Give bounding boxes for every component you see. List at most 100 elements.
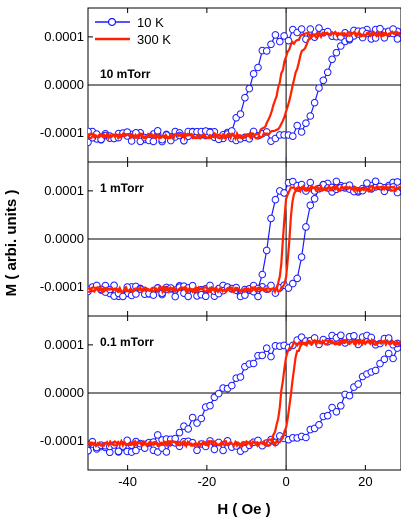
data-point [384,349,393,358]
legend-label: 10 K [137,15,164,30]
data-point [132,290,140,298]
data-point [306,178,315,187]
data-point [193,419,201,427]
y-tick-label: -0.0001 [40,125,84,140]
plot-area [88,331,401,457]
series-300-k [88,29,401,142]
data-point [197,414,206,423]
y-tick-label: 0.0001 [44,337,84,352]
data-point [371,177,380,186]
series-line [88,29,401,142]
data-point [284,36,293,45]
panel-label: 1 mTorr [100,181,144,195]
data-point [184,292,192,301]
data-point [262,344,271,353]
data-point [306,112,315,120]
legend-entry: 10 K [95,15,164,30]
data-point [384,334,393,342]
data-point [267,40,275,49]
data-point [262,246,271,255]
data-point [236,373,245,381]
data-point [297,253,306,261]
data-point [249,70,258,78]
data-point [289,132,297,140]
data-point [228,381,236,390]
panel-label: 10 mTorr [100,67,151,81]
data-point [271,195,280,204]
data-point [323,68,332,77]
data-point [153,431,162,439]
y-tick-label: -0.0001 [40,279,84,294]
y-tick-label: 0.0001 [44,183,84,198]
data-point [249,359,258,368]
data-point [302,223,310,231]
data-point [149,291,158,299]
data-point [393,35,401,43]
data-point [306,25,315,33]
x-tick-label: 0 [282,474,289,489]
data-point [328,55,336,64]
data-point [171,292,179,301]
data-point [337,331,345,340]
data-point [323,411,332,420]
x-tick-label: -20 [197,474,216,489]
data-point [262,47,271,55]
data-point [293,121,302,130]
legend-swatch-marker [107,17,117,27]
data-point [219,446,227,455]
data-point [297,128,306,136]
data-point [245,84,254,93]
data-point [184,425,192,433]
data-point [214,389,223,398]
data-point [162,448,171,456]
panels: -0.0001 0.0000 0.0001 10 mTorr -0.0001 0.0000… [40,7,401,489]
data-point [319,76,328,85]
data-point [337,42,345,50]
y-tick-label: 0.0000 [44,385,84,400]
x-tick-label: 20 [358,474,372,489]
data-point [350,332,358,340]
data-point [258,351,267,360]
data-point [302,433,310,442]
series-line [88,183,401,295]
data-point [188,413,197,422]
series-300-k [88,337,401,449]
data-point [210,445,219,454]
data-point [241,93,249,102]
data-point [376,359,384,368]
data-point [284,284,293,292]
data-point [206,401,214,410]
data-point [254,292,262,301]
panel-label: 0.1 mTorr [100,335,154,349]
data-point [132,446,140,455]
data-point [114,447,123,456]
data-point [345,391,354,400]
data-point [271,31,280,39]
data-point [332,48,341,57]
panel: -0.0001 0.0000 0.0001 -40 -20 0 20 0.1 mTorr [40,315,401,489]
data-point [354,380,363,388]
y-tick-label: 0.0000 [44,231,84,246]
data-point [254,63,262,72]
panel: -0.0001 0.0000 0.0001 1 mTorr [40,161,401,317]
y-tick-label: 0.0000 [44,77,84,92]
series-10-k [88,331,401,457]
y-tick-label: -0.0001 [40,433,84,448]
data-point [267,214,275,223]
series-line [88,338,401,449]
y-axis-title: M ( arbi. units ) [3,190,20,297]
data-point [267,352,275,361]
data-point [201,292,210,301]
data-point [293,274,302,283]
data-point [315,84,323,92]
data-point [302,119,310,127]
data-point [193,446,201,455]
data-point [310,98,319,107]
y-tick-label: 0.0001 [44,29,84,44]
data-point [332,177,341,186]
series-300-k [88,183,401,296]
panel: -0.0001 0.0000 0.0001 10 mTorr [40,7,401,163]
data-point [371,366,380,375]
data-point [306,201,315,210]
data-point [276,37,284,46]
